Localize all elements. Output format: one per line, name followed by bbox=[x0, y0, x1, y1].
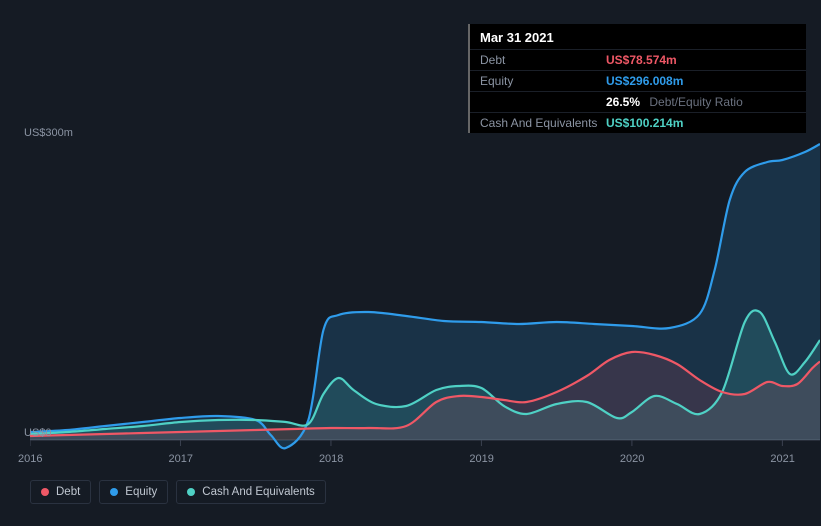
chart-tooltip: Mar 31 2021 DebtUS$78.574mEquityUS$296.0… bbox=[468, 24, 806, 133]
tooltip-row: EquityUS$296.008m bbox=[470, 70, 806, 91]
x-axis-label: 2019 bbox=[469, 453, 493, 465]
tooltip-row: Cash And EquivalentsUS$100.214m bbox=[470, 112, 806, 133]
y-axis-label: US$0 bbox=[24, 427, 52, 439]
legend-label: Debt bbox=[56, 486, 80, 498]
tooltip-label: Cash And Equivalents bbox=[480, 116, 606, 130]
tooltip-value: US$296.008m bbox=[606, 74, 683, 88]
tooltip-value: 26.5% Debt/Equity Ratio bbox=[606, 95, 743, 109]
tooltip-label: Debt bbox=[480, 53, 606, 67]
x-axis-label: 2016 bbox=[18, 453, 42, 465]
tooltip-row: DebtUS$78.574m bbox=[470, 49, 806, 70]
x-axis-label: 2017 bbox=[168, 453, 192, 465]
chart-svg bbox=[30, 140, 820, 460]
legend-item-cash-and-equivalents[interactable]: Cash And Equivalents bbox=[176, 480, 326, 504]
tooltip-row: 26.5% Debt/Equity Ratio bbox=[470, 91, 806, 112]
legend-item-debt[interactable]: Debt bbox=[30, 480, 91, 504]
tooltip-label: Equity bbox=[480, 74, 606, 88]
legend-dot bbox=[187, 488, 195, 496]
legend-item-equity[interactable]: Equity bbox=[99, 480, 168, 504]
tooltip-value: US$100.214m bbox=[606, 116, 683, 130]
tooltip-label bbox=[480, 95, 606, 109]
x-axis-label: 2018 bbox=[319, 453, 343, 465]
legend-label: Cash And Equivalents bbox=[202, 486, 315, 498]
chart-container: Mar 31 2021 DebtUS$78.574mEquityUS$296.0… bbox=[15, 0, 821, 526]
legend-dot bbox=[41, 488, 49, 496]
legend-dot bbox=[110, 488, 118, 496]
legend-label: Equity bbox=[125, 486, 157, 498]
chart-legend: Debt Equity Cash And Equivalents bbox=[30, 480, 326, 504]
plot-area bbox=[30, 140, 820, 440]
x-axis-label: 2020 bbox=[620, 453, 644, 465]
y-axis-label: US$300m bbox=[24, 127, 73, 139]
x-axis-label: 2021 bbox=[770, 453, 794, 465]
tooltip-value: US$78.574m bbox=[606, 53, 677, 67]
tooltip-extra: Debt/Equity Ratio bbox=[646, 95, 743, 109]
tooltip-date: Mar 31 2021 bbox=[470, 24, 806, 49]
